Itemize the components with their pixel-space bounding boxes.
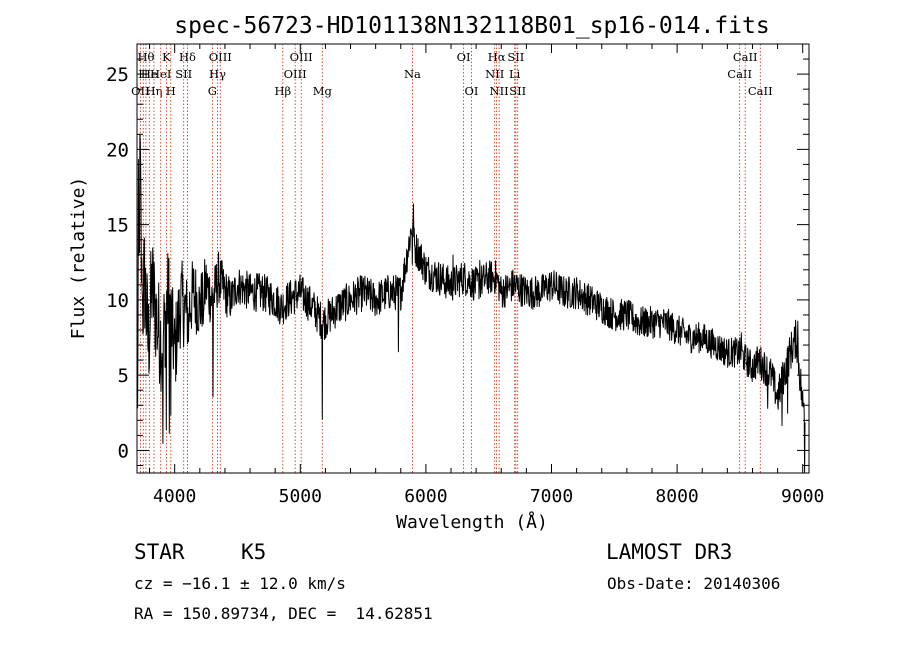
line-marker-label: Hη [145, 84, 162, 98]
object-subclass: K5 [241, 540, 267, 564]
line-marker-label: CaII [748, 84, 773, 98]
y-tick-label: 0 [118, 440, 129, 462]
line-marker-label: Li [509, 67, 521, 81]
x-tick-label: 5000 [279, 486, 322, 507]
coordinates-readout: RA = 150.89734, DEC = 14.62851 [134, 604, 433, 623]
x-axis-ticks: 4000 5000 6000 7000 8000 9000 [149, 44, 824, 507]
x-tick-label: 8000 [655, 486, 698, 507]
line-marker-label: OIII [209, 50, 232, 64]
x-tick-label: 7000 [530, 486, 573, 507]
y-tick-label: 20 [106, 139, 129, 161]
line-marker-label: CaII [727, 67, 752, 81]
line-marker-label: K [162, 50, 171, 64]
observation-date: Obs-Date: 20140306 [607, 574, 781, 593]
line-marker-label: OI [457, 50, 471, 64]
object-class: STAR [134, 540, 185, 564]
line-marker-label: H [166, 84, 176, 98]
y-tick-label: 10 [106, 290, 129, 312]
y-tick-label: 5 [118, 365, 129, 387]
line-marker-label: Hθ [137, 50, 154, 64]
line-marker-label: OII [131, 84, 150, 98]
x-axis-label: Wavelength (Å) [396, 511, 548, 533]
y-tick-label: 25 [106, 64, 129, 86]
plot-frame [136, 43, 810, 474]
y-axis-label: Flux (relative) [68, 177, 89, 340]
line-marker-label: SII [175, 67, 192, 81]
line-marker-label: OIII [284, 67, 307, 81]
line-marker-label: HeI [150, 67, 171, 81]
line-marker-label: G [208, 84, 217, 98]
flux-series-line [136, 133, 806, 474]
chart-title: spec-56723-HD101138N132118B01_sp16-014.f… [174, 13, 769, 39]
line-marker-label: NII [485, 67, 504, 81]
line-marker-label: Na [404, 67, 421, 81]
x-tick-label: 6000 [404, 486, 447, 507]
survey-name: LAMOST DR3 [606, 540, 733, 564]
line-marker-label: Hα [488, 50, 506, 64]
line-marker-label: NII [490, 84, 509, 98]
line-marker-label: SII [507, 50, 524, 64]
line-marker-label: OIII [290, 50, 313, 64]
line-marker-label: Mg [313, 84, 333, 98]
y-axis-ticks: 0 5 10 15 20 25 [106, 58, 809, 466]
line-marker-label: He [141, 67, 158, 81]
line-marker-label: Hβ [274, 84, 291, 98]
x-tick-label: 4000 [153, 486, 196, 507]
line-marker-label: Hδ [179, 50, 196, 64]
line-marker-label: CaII [733, 50, 758, 64]
line-marker-label: OI [465, 84, 479, 98]
y-tick-label: 15 [106, 215, 129, 237]
emission-line-markers: OIIHHθHeHηHeIKHSIIHδGHγOIIIHβOIIIOIIIMgN… [131, 44, 773, 473]
x-tick-label: 9000 [781, 486, 824, 507]
line-marker-label: SII [509, 84, 526, 98]
redshift-readout: cz = −16.1 ± 12.0 km/s [134, 574, 346, 593]
line-marker-label: Hγ [209, 67, 226, 81]
